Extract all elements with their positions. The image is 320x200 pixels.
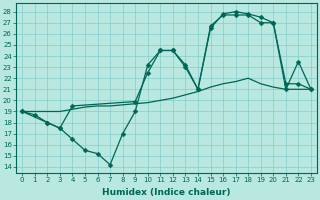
X-axis label: Humidex (Indice chaleur): Humidex (Indice chaleur)	[102, 188, 231, 197]
